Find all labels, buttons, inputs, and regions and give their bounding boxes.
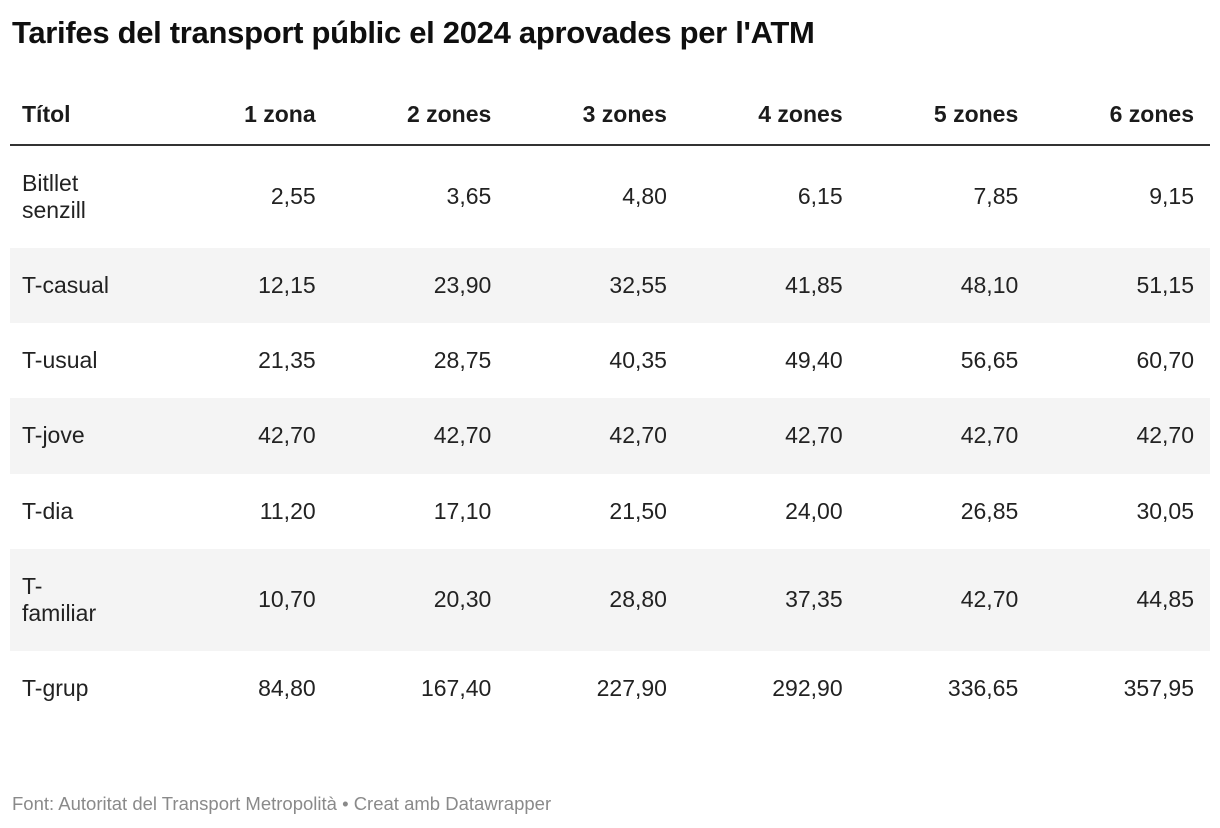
- fare-cell: 60,70: [1136, 347, 1194, 374]
- header-row: Títol 1 zona 2 zones 3 zones 4 zones 5 z…: [10, 82, 1210, 146]
- fare-cell: 42,70: [785, 422, 843, 449]
- fare-cell: 28,80: [609, 586, 667, 613]
- fare-cell: 26,85: [960, 497, 1019, 524]
- column-header-6-zones: 6 zones: [1034, 82, 1210, 146]
- fare-cell: 10,70: [258, 586, 316, 613]
- fare-cell: 30,05: [1136, 497, 1194, 524]
- fare-cell: 9,15: [1149, 183, 1194, 210]
- fare-cell: 20,30: [433, 586, 492, 613]
- column-header-5-zones: 5 zones: [858, 82, 1035, 146]
- fare-cell: 84,80: [258, 674, 316, 701]
- fare-cell: 7,85: [973, 183, 1019, 210]
- fare-cell: 49,40: [785, 347, 843, 374]
- row-label: T-jove: [22, 422, 85, 449]
- fare-table-container: Títol 1 zona 2 zones 3 zones 4 zones 5 z…: [10, 82, 1210, 726]
- fare-cell: 42,70: [960, 422, 1019, 449]
- fare-cell: 28,75: [433, 347, 492, 374]
- fare-cell: 42,70: [258, 422, 316, 449]
- column-header-titol: Títol: [10, 82, 156, 146]
- fare-cell: 21,35: [258, 347, 316, 374]
- fare-cell: 2,55: [270, 183, 316, 210]
- table-row-t-grup: T-grup 84,80 167,40 227,90 292,90 336,65…: [10, 651, 1210, 726]
- table-row-t-dia: T-dia 11,20 17,10 21,50 24,00 26,85 30,0…: [10, 474, 1210, 549]
- fare-cell: 48,10: [960, 272, 1019, 299]
- fare-cell: 42,70: [960, 586, 1019, 613]
- row-label: T-grup: [22, 674, 89, 701]
- fare-cell: 32,55: [609, 272, 667, 299]
- fare-cell: 40,35: [609, 347, 667, 374]
- row-label: T-dia: [22, 497, 74, 524]
- fare-cell: 227,90: [596, 674, 667, 701]
- fare-cell: 4,80: [622, 183, 667, 210]
- row-label: T-usual: [22, 347, 98, 374]
- fare-cell: 6,15: [797, 183, 843, 210]
- table-row-t-usual: T-usual 21,35 28,75 40,35 49,40 56,65 60…: [10, 323, 1210, 398]
- fare-cell: 292,90: [772, 674, 843, 701]
- source-attribution: Font: Autoritat del Transport Metropolit…: [12, 792, 552, 814]
- fare-cell: 24,00: [785, 497, 843, 524]
- fare-cell: 42,70: [609, 422, 667, 449]
- table-row-t-familiar: T- familiar 10,70 20,30 28,80 37,35 42,7…: [10, 548, 1210, 651]
- fare-table: Títol 1 zona 2 zones 3 zones 4 zones 5 z…: [10, 82, 1210, 726]
- fare-cell: 44,85: [1136, 586, 1194, 613]
- table-row-t-casual: T-casual 12,15 23,90 32,55 41,85 48,10 5…: [10, 248, 1210, 324]
- fare-cell: 42,70: [433, 422, 492, 449]
- table-row-bitllet-senzill: Bitllet senzill 2,55 3,65 4,80 6,15 7,85…: [10, 145, 1210, 248]
- fare-cell: 12,15: [258, 272, 316, 299]
- fare-cell: 41,85: [785, 272, 843, 299]
- column-header-2-zones: 2 zones: [331, 82, 508, 146]
- fare-cell: 56,65: [960, 347, 1019, 374]
- fare-cell: 37,35: [785, 586, 843, 613]
- table-row-t-jove: T-jove 42,70 42,70 42,70 42,70 42,70 42,…: [10, 398, 1210, 474]
- fare-cell: 336,65: [947, 674, 1019, 701]
- fare-cell: 167,40: [420, 674, 492, 701]
- row-label: T- familiar: [22, 572, 97, 626]
- fare-cell: 23,90: [433, 272, 492, 299]
- fare-cell: 21,50: [609, 497, 667, 524]
- column-header-4-zones: 4 zones: [682, 82, 859, 146]
- fare-cell: 357,95: [1123, 674, 1194, 701]
- page-title: Tarifes del transport públic el 2024 apr…: [12, 15, 815, 50]
- column-header-1-zona: 1 zona: [156, 82, 332, 146]
- fare-cell: 17,10: [433, 497, 492, 524]
- fare-cell: 3,65: [446, 183, 492, 210]
- fare-cell: 51,15: [1136, 272, 1194, 299]
- column-header-3-zones: 3 zones: [507, 82, 683, 146]
- row-label: T-casual: [22, 272, 109, 299]
- fare-cell: 42,70: [1136, 422, 1194, 449]
- fare-cell: 11,20: [259, 497, 316, 524]
- row-label: Bitllet senzill: [22, 169, 86, 223]
